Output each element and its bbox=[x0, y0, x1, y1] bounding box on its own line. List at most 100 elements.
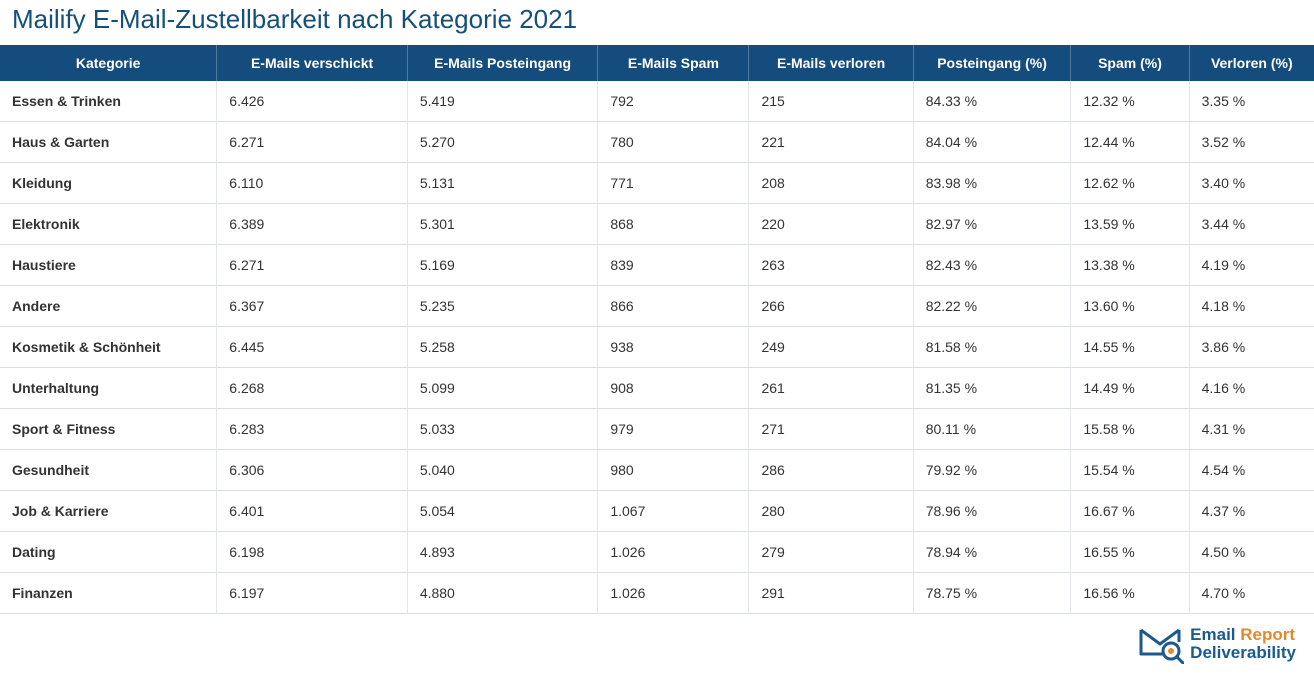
value-cell: 1.026 bbox=[598, 532, 749, 573]
value-cell: 14.55 % bbox=[1071, 327, 1189, 368]
category-cell: Unterhaltung bbox=[0, 368, 217, 409]
value-cell: 5.033 bbox=[407, 409, 598, 450]
value-cell: 82.22 % bbox=[913, 286, 1071, 327]
value-cell: 6.445 bbox=[217, 327, 408, 368]
table-row: Andere6.3675.23586626682.22 %13.60 %4.18… bbox=[0, 286, 1314, 327]
table-row: Finanzen6.1974.8801.02629178.75 %16.56 %… bbox=[0, 573, 1314, 614]
value-cell: 5.301 bbox=[407, 204, 598, 245]
value-cell: 4.16 % bbox=[1189, 368, 1314, 409]
value-cell: 4.37 % bbox=[1189, 491, 1314, 532]
table-row: Sport & Fitness6.2835.03397927180.11 %15… bbox=[0, 409, 1314, 450]
value-cell: 5.099 bbox=[407, 368, 598, 409]
table-row: Elektronik6.3895.30186822082.97 %13.59 %… bbox=[0, 204, 1314, 245]
value-cell: 6.283 bbox=[217, 409, 408, 450]
category-cell: Dating bbox=[0, 532, 217, 573]
value-cell: 938 bbox=[598, 327, 749, 368]
value-cell: 1.026 bbox=[598, 573, 749, 614]
value-cell: 12.44 % bbox=[1071, 122, 1189, 163]
value-cell: 78.75 % bbox=[913, 573, 1071, 614]
category-cell: Kleidung bbox=[0, 163, 217, 204]
value-cell: 6.367 bbox=[217, 286, 408, 327]
value-cell: 13.38 % bbox=[1071, 245, 1189, 286]
value-cell: 15.58 % bbox=[1071, 409, 1189, 450]
page-title: Mailify E-Mail-Zustellbarkeit nach Kateg… bbox=[0, 0, 1314, 45]
logo-line-1: Email Report bbox=[1190, 626, 1296, 644]
value-cell: 271 bbox=[749, 409, 913, 450]
column-header: E-Mails Posteingang bbox=[407, 45, 598, 81]
column-header: E-Mails verschickt bbox=[217, 45, 408, 81]
value-cell: 84.04 % bbox=[913, 122, 1071, 163]
value-cell: 81.58 % bbox=[913, 327, 1071, 368]
value-cell: 1.067 bbox=[598, 491, 749, 532]
value-cell: 16.55 % bbox=[1071, 532, 1189, 573]
logo-word-report: Report bbox=[1240, 625, 1295, 644]
value-cell: 81.35 % bbox=[913, 368, 1071, 409]
value-cell: 266 bbox=[749, 286, 913, 327]
page-container: Mailify E-Mail-Zustellbarkeit nach Kateg… bbox=[0, 0, 1314, 674]
value-cell: 13.59 % bbox=[1071, 204, 1189, 245]
value-cell: 4.880 bbox=[407, 573, 598, 614]
value-cell: 780 bbox=[598, 122, 749, 163]
value-cell: 12.62 % bbox=[1071, 163, 1189, 204]
value-cell: 79.92 % bbox=[913, 450, 1071, 491]
table-row: Essen & Trinken6.4265.41979221584.33 %12… bbox=[0, 81, 1314, 122]
value-cell: 771 bbox=[598, 163, 749, 204]
value-cell: 5.419 bbox=[407, 81, 598, 122]
value-cell: 6.426 bbox=[217, 81, 408, 122]
value-cell: 6.110 bbox=[217, 163, 408, 204]
value-cell: 4.893 bbox=[407, 532, 598, 573]
value-cell: 3.44 % bbox=[1189, 204, 1314, 245]
value-cell: 14.49 % bbox=[1071, 368, 1189, 409]
category-cell: Haus & Garten bbox=[0, 122, 217, 163]
value-cell: 3.35 % bbox=[1189, 81, 1314, 122]
deliverability-table: KategorieE-Mails verschicktE-Mails Poste… bbox=[0, 45, 1314, 614]
column-header: Verloren (%) bbox=[1189, 45, 1314, 81]
value-cell: 839 bbox=[598, 245, 749, 286]
value-cell: 82.43 % bbox=[913, 245, 1071, 286]
value-cell: 78.96 % bbox=[913, 491, 1071, 532]
table-row: Haus & Garten6.2715.27078022184.04 %12.4… bbox=[0, 122, 1314, 163]
value-cell: 5.131 bbox=[407, 163, 598, 204]
column-header: Spam (%) bbox=[1071, 45, 1189, 81]
value-cell: 979 bbox=[598, 409, 749, 450]
value-cell: 5.235 bbox=[407, 286, 598, 327]
value-cell: 286 bbox=[749, 450, 913, 491]
value-cell: 221 bbox=[749, 122, 913, 163]
category-cell: Essen & Trinken bbox=[0, 81, 217, 122]
value-cell: 6.271 bbox=[217, 245, 408, 286]
logo-word-email: Email bbox=[1190, 625, 1240, 644]
value-cell: 6.271 bbox=[217, 122, 408, 163]
value-cell: 215 bbox=[749, 81, 913, 122]
value-cell: 4.54 % bbox=[1189, 450, 1314, 491]
envelope-magnifier-icon bbox=[1138, 624, 1184, 664]
value-cell: 4.19 % bbox=[1189, 245, 1314, 286]
value-cell: 6.389 bbox=[217, 204, 408, 245]
value-cell: 208 bbox=[749, 163, 913, 204]
value-cell: 868 bbox=[598, 204, 749, 245]
value-cell: 4.18 % bbox=[1189, 286, 1314, 327]
value-cell: 80.11 % bbox=[913, 409, 1071, 450]
table-row: Dating6.1984.8931.02627978.94 %16.55 %4.… bbox=[0, 532, 1314, 573]
column-header: Posteingang (%) bbox=[913, 45, 1071, 81]
table-body: Essen & Trinken6.4265.41979221584.33 %12… bbox=[0, 81, 1314, 614]
brand-logo: Email Report Deliverability bbox=[0, 614, 1314, 674]
value-cell: 4.31 % bbox=[1189, 409, 1314, 450]
value-cell: 5.169 bbox=[407, 245, 598, 286]
table-row: Gesundheit6.3065.04098028679.92 %15.54 %… bbox=[0, 450, 1314, 491]
value-cell: 6.197 bbox=[217, 573, 408, 614]
table-row: Haustiere6.2715.16983926382.43 %13.38 %4… bbox=[0, 245, 1314, 286]
value-cell: 291 bbox=[749, 573, 913, 614]
category-cell: Finanzen bbox=[0, 573, 217, 614]
value-cell: 5.270 bbox=[407, 122, 598, 163]
category-cell: Elektronik bbox=[0, 204, 217, 245]
table-row: Kosmetik & Schönheit6.4455.25893824981.5… bbox=[0, 327, 1314, 368]
value-cell: 5.040 bbox=[407, 450, 598, 491]
value-cell: 5.054 bbox=[407, 491, 598, 532]
value-cell: 3.40 % bbox=[1189, 163, 1314, 204]
value-cell: 6.198 bbox=[217, 532, 408, 573]
value-cell: 908 bbox=[598, 368, 749, 409]
table-row: Job & Karriere6.4015.0541.06728078.96 %1… bbox=[0, 491, 1314, 532]
column-header: Kategorie bbox=[0, 45, 217, 81]
value-cell: 980 bbox=[598, 450, 749, 491]
value-cell: 249 bbox=[749, 327, 913, 368]
